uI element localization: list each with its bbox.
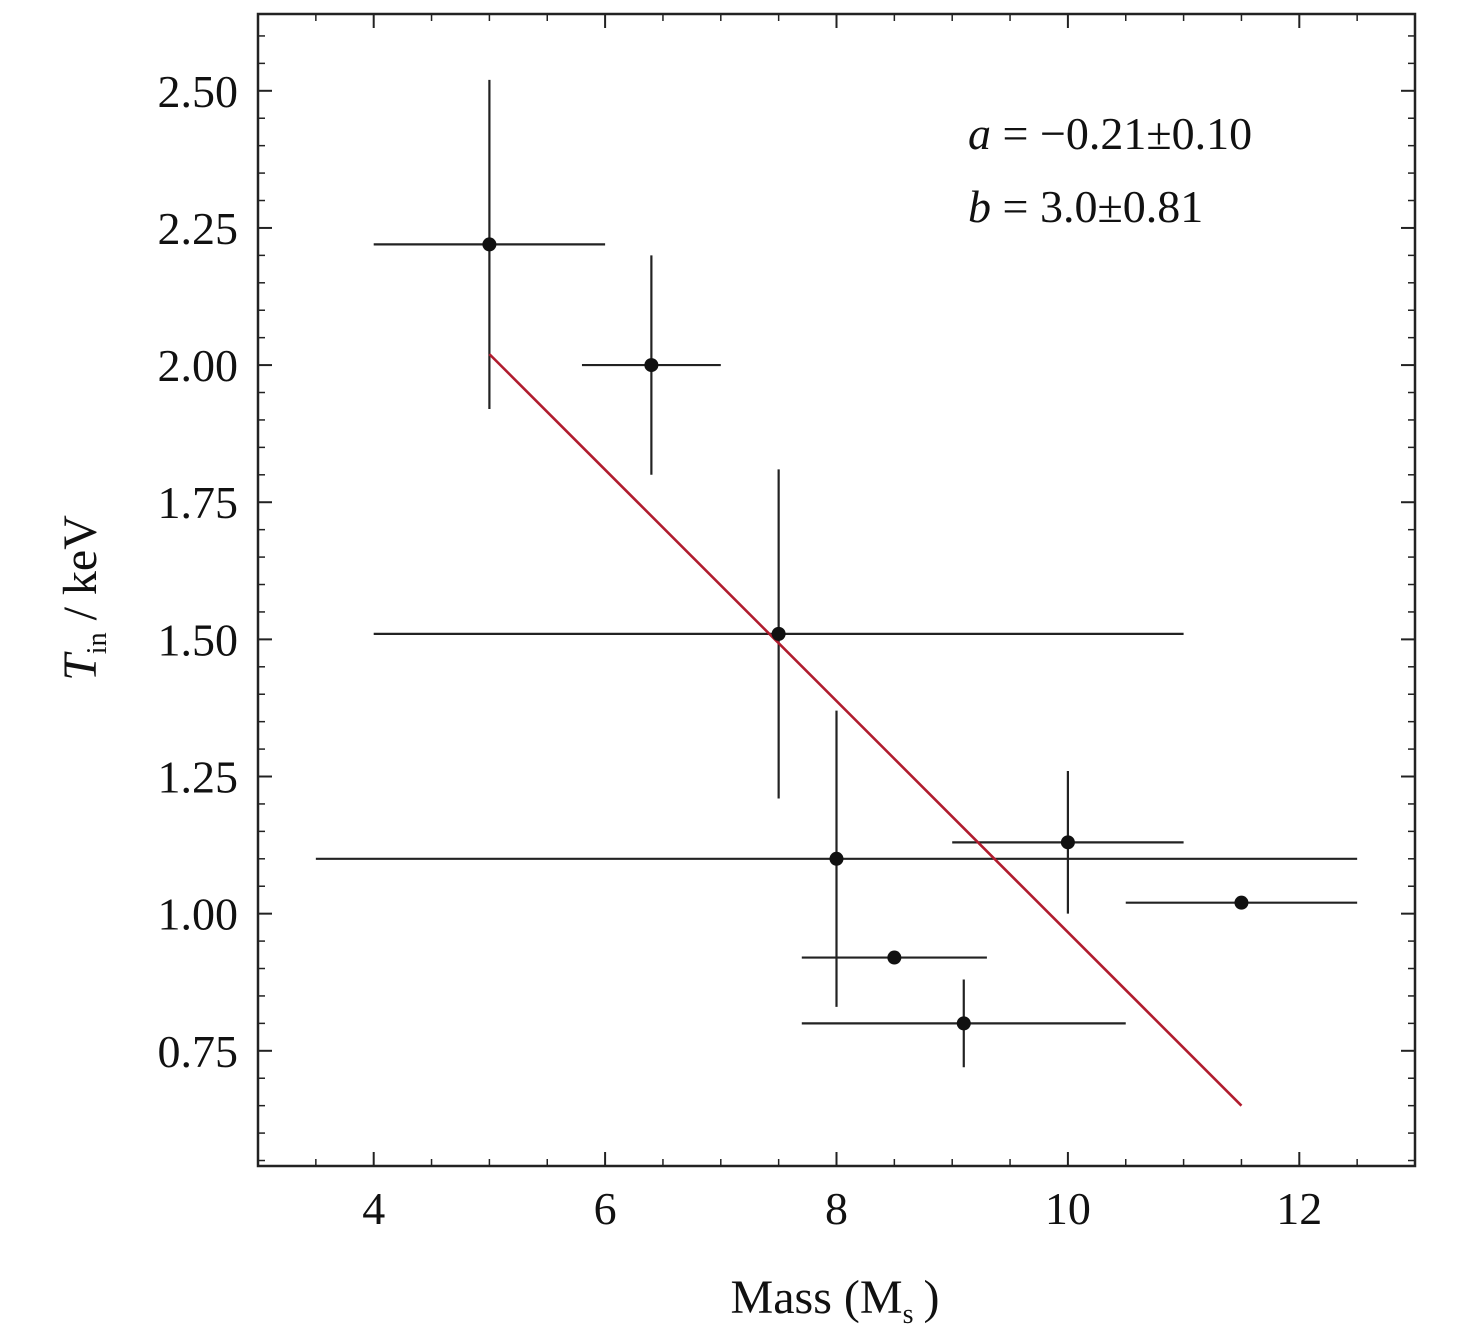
annotation-a: a = −0.21±0.10 — [968, 108, 1252, 159]
y-tick-label: 2.50 — [158, 66, 239, 117]
x-axis-title-main: Mass (M — [731, 1271, 903, 1324]
annotation-a-var: a — [968, 108, 991, 159]
y-tick-label: 2.00 — [158, 340, 239, 391]
x-axis-title-end: ) — [923, 1271, 939, 1324]
annotation-a-value: = −0.21±0.10 — [991, 108, 1252, 159]
annotation-b: b = 3.0±0.81 — [968, 181, 1203, 232]
axis-ticks — [258, 14, 1415, 1166]
y-axis-title-end: / keV — [54, 515, 107, 621]
x-tick-label: 8 — [825, 1183, 848, 1234]
annotation-b-var: b — [968, 181, 991, 232]
y-tick-label: 2.25 — [158, 203, 239, 254]
x-tick-label: 10 — [1045, 1183, 1091, 1234]
data-point — [771, 626, 786, 641]
x-tick-label: 12 — [1276, 1183, 1322, 1234]
minor-ticks — [258, 14, 1415, 1166]
x-axis-title: Mass (Ms) — [731, 1271, 940, 1330]
y-axis-title-sub: in — [82, 632, 113, 654]
y-axis-title-var: T — [54, 651, 107, 681]
y-tick-label: 1.50 — [158, 614, 239, 665]
data-point — [887, 950, 902, 965]
data-point — [1234, 895, 1249, 910]
y-tick-label: 1.00 — [158, 889, 239, 940]
data-point — [1060, 835, 1075, 850]
fit-line — [488, 353, 1243, 1107]
annotation-b-value: = 3.0±0.81 — [991, 181, 1203, 232]
y-tick-label: 0.75 — [158, 1026, 239, 1077]
x-tick-label: 6 — [594, 1183, 617, 1234]
tick-labels: 4 6 8 10 12 0.75 1.00 1.25 1.50 1.75 2.00 2.25 2.50 — [158, 66, 1323, 1234]
y-tick-label: 1.25 — [158, 752, 239, 803]
data-point — [482, 237, 497, 252]
y-tick-label: 1.75 — [158, 477, 239, 528]
x-tick-label: 4 — [362, 1183, 385, 1234]
data-point — [644, 358, 659, 373]
data-points — [482, 237, 1249, 1031]
y-axis-title: Tin / keV — [54, 515, 113, 681]
data-point — [956, 1016, 971, 1031]
data-point — [829, 851, 844, 866]
x-axis-title-sub: s — [903, 1299, 914, 1330]
